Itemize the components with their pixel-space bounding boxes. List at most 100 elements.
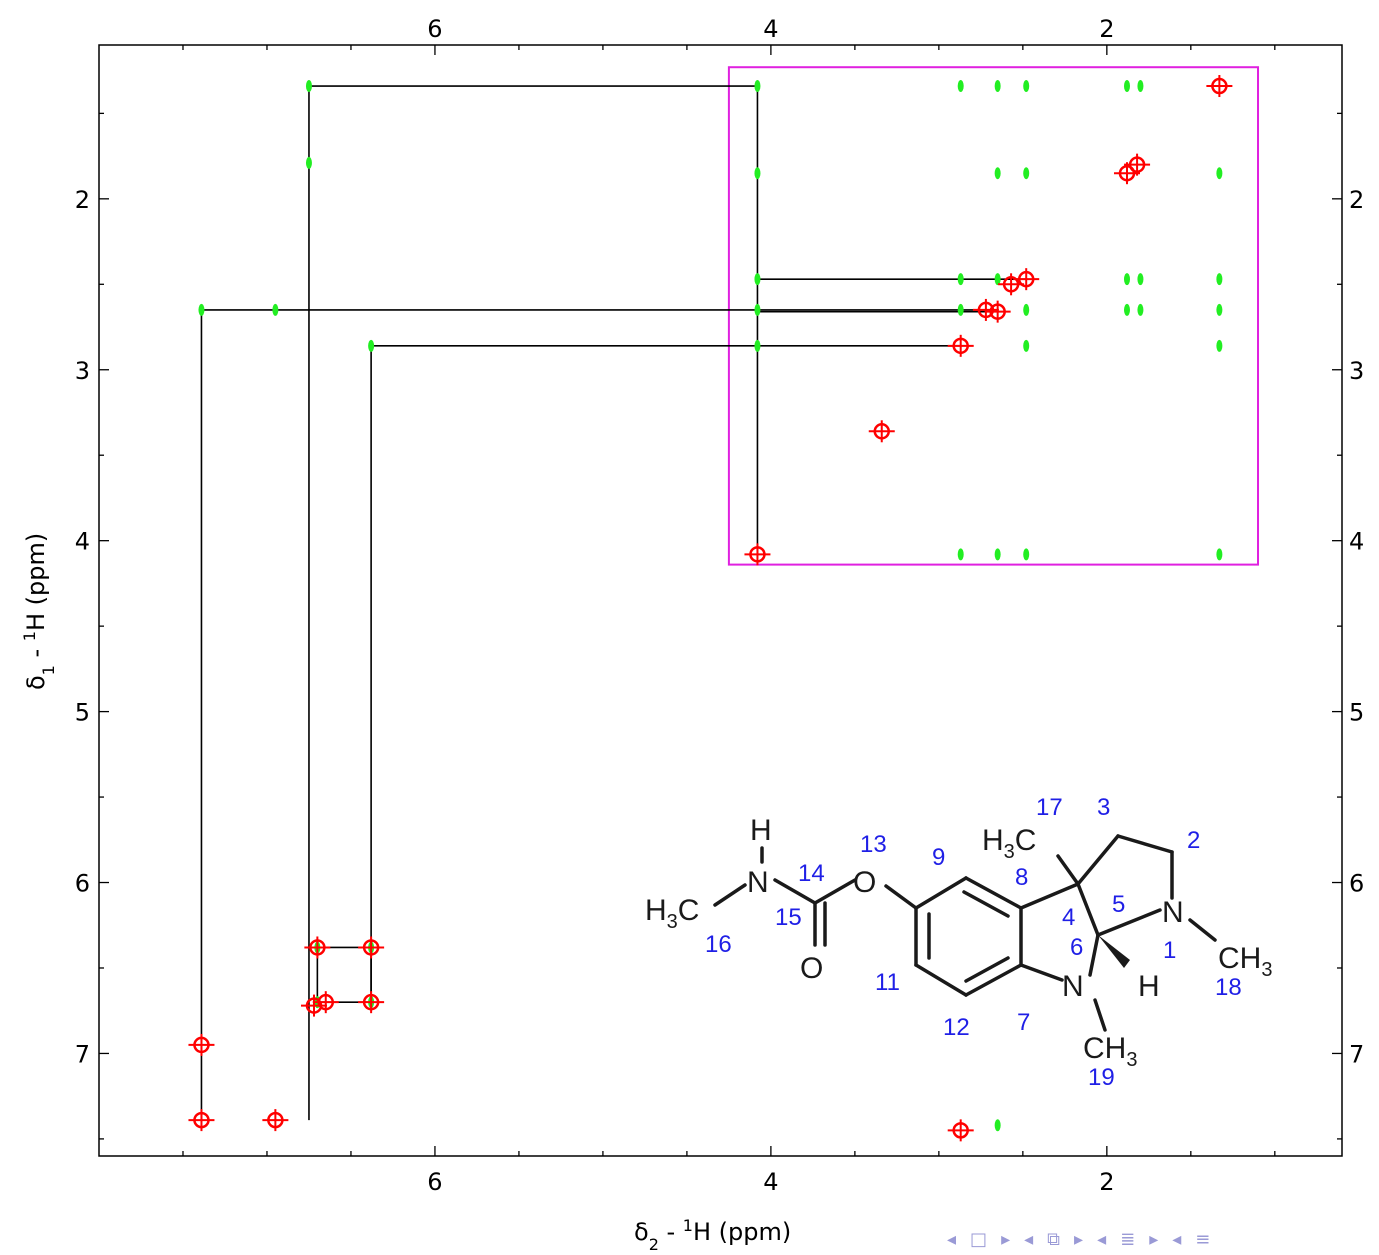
cross-peak-positive <box>744 543 771 566</box>
atom-number: 5 <box>1112 891 1125 918</box>
outline-icon[interactable]: ≡ <box>1195 1228 1211 1250</box>
assignment-path <box>308 85 759 1121</box>
cross-peak-negative <box>1137 80 1144 93</box>
cross-peak-negative <box>1123 80 1130 93</box>
atom-number: 7 <box>1017 1009 1030 1036</box>
x-tick-label-bottom: 6 <box>427 1168 442 1196</box>
cross-peak-positive <box>1206 75 1233 98</box>
cross-peak-positive <box>262 1109 289 1132</box>
y-tick-label-left: 2 <box>75 186 90 214</box>
x-tick-label-bottom: 2 <box>1099 1168 1114 1196</box>
nav-prev-icon[interactable]: ◂ <box>947 1228 957 1250</box>
zoom-region-box <box>727 66 1260 566</box>
atom-number: 15 <box>775 904 802 931</box>
cross-peak-negative <box>1216 303 1223 316</box>
cross-peak-negative <box>1216 339 1223 352</box>
x-tick-label-top: 2 <box>1099 15 1114 43</box>
atom-h-top: H <box>750 814 772 847</box>
y-tick-label-right: 7 <box>1349 1040 1364 1068</box>
beamer-navigation: ◂ □ ▸ ◂ ⧉ ▸ ◂ ≣ ▸ ◂ ≡ <box>940 1224 1217 1254</box>
x-tick-label-bottom: 4 <box>763 1168 778 1196</box>
atom-number: 11 <box>875 969 900 996</box>
cross-peak-positive <box>304 936 331 959</box>
atom-h-bottom: H <box>1138 970 1160 1003</box>
cross-peak-negative <box>994 1119 1001 1132</box>
cross-peak-negative <box>754 303 761 316</box>
y-tick-label-left: 4 <box>75 528 90 556</box>
atom-number: 9 <box>932 844 945 871</box>
x-axis-title: δ2 - 1H (ppm) <box>634 1216 791 1254</box>
cross-peak-negative <box>1216 273 1223 286</box>
atom-ch3-bottom: CH3 <box>1083 1032 1137 1071</box>
atom-number: 6 <box>1070 934 1083 961</box>
atom-ch3-right: CH3 <box>1218 942 1272 981</box>
cross-peak-positive <box>868 420 895 443</box>
cross-peak-positive <box>188 1033 215 1056</box>
cross-peak-negative <box>957 548 964 561</box>
cross-peak-negative <box>957 80 964 93</box>
cross-peak-negative <box>1216 167 1223 180</box>
cross-peak-positive <box>358 991 385 1014</box>
y-tick-label-right: 6 <box>1349 870 1364 898</box>
cross-peak-negative <box>754 80 761 93</box>
y-tick-label-right: 5 <box>1349 699 1364 727</box>
cross-peak-negative <box>957 273 964 286</box>
subsection-icon[interactable]: ⧉ <box>1047 1228 1061 1250</box>
cross-peak-positive <box>188 1109 215 1132</box>
cross-peak-positive <box>301 994 328 1017</box>
nav-prev-icon[interactable]: ◂ <box>1097 1228 1107 1250</box>
atom-number: 4 <box>1062 904 1075 931</box>
atom-number: 1 <box>1163 937 1176 964</box>
y-tick-label-right: 4 <box>1349 528 1364 556</box>
atom-number: 2 <box>1187 827 1200 854</box>
y-axis-title: δ1 - 1H (ppm) <box>20 533 58 690</box>
cross-peak-negative <box>994 167 1001 180</box>
cross-peak-positive <box>972 298 999 321</box>
cross-peak-positive <box>998 273 1025 296</box>
frame-icon[interactable]: □ <box>970 1228 988 1250</box>
y-tick-label-left: 3 <box>75 357 90 385</box>
plot-frame <box>98 44 1343 1157</box>
cross-peak-negative <box>198 303 205 316</box>
atom-number: 12 <box>943 1014 970 1041</box>
y-tick-label-left: 5 <box>75 699 90 727</box>
cross-peak-positive <box>312 991 339 1014</box>
nav-next-icon[interactable]: ▸ <box>1001 1228 1011 1250</box>
atom-o-carbonyl: O <box>800 952 823 985</box>
x-tick-label-top: 6 <box>427 15 442 43</box>
cross-peak-negative <box>1123 273 1130 286</box>
atom-h3c-top: H3C <box>982 824 1036 863</box>
nav-next-icon[interactable]: ▸ <box>1149 1228 1159 1250</box>
atom-number: 3 <box>1097 794 1110 821</box>
atom-number: 8 <box>1015 864 1028 891</box>
cross-peak-negative <box>305 80 312 93</box>
cross-peak-negative <box>754 167 761 180</box>
nav-prev-icon[interactable]: ◂ <box>1172 1228 1182 1250</box>
cross-peak-positive <box>358 936 385 959</box>
cross-peak-negative <box>1123 303 1130 316</box>
atom-o-ether: O <box>853 866 876 899</box>
cross-peak-negative <box>305 156 312 169</box>
nav-next-icon[interactable]: ▸ <box>1074 1228 1084 1250</box>
molecule-structure <box>713 834 1217 1032</box>
y-tick-label-right: 3 <box>1349 357 1364 385</box>
atom-number: 17 <box>1036 794 1063 821</box>
atom-number: 16 <box>705 931 732 958</box>
atom-number: 18 <box>1215 974 1242 1001</box>
cross-peak-negative <box>1023 167 1030 180</box>
atom-n-right: N <box>1162 896 1184 929</box>
cross-peak-negative <box>1137 303 1144 316</box>
cross-peak-negative <box>957 303 964 316</box>
y-tick-label-right: 2 <box>1349 186 1364 214</box>
atom-h3c-left: H3C <box>645 894 699 933</box>
nav-prev-icon[interactable]: ◂ <box>1024 1228 1034 1250</box>
cross-peak-negative <box>754 273 761 286</box>
cross-peak-negative <box>994 548 1001 561</box>
cross-peak-positive <box>1113 162 1140 185</box>
atom-number: 13 <box>860 831 887 858</box>
cross-peak-negative <box>994 273 1001 286</box>
cross-peak-negative <box>1137 273 1144 286</box>
section-icon[interactable]: ≣ <box>1120 1228 1136 1250</box>
atom-n-left: N <box>747 866 769 899</box>
